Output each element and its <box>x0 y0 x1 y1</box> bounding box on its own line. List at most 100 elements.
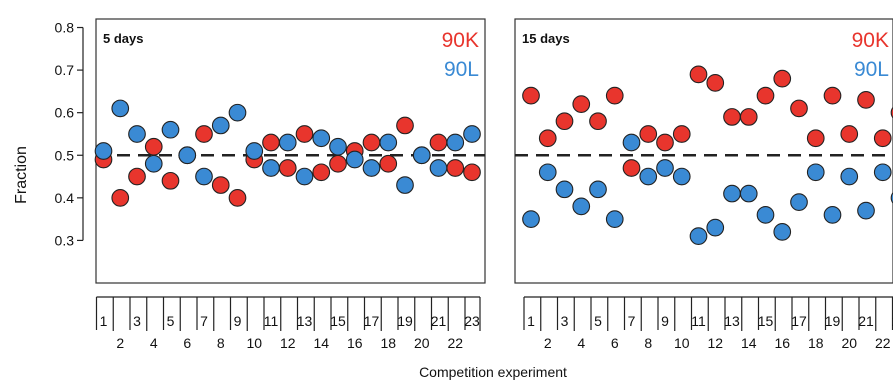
point-90l-15-days-14 <box>739 184 758 203</box>
legend-90l: 90L <box>854 58 889 81</box>
point-90k-5-days-19 <box>396 116 414 135</box>
x-tick-label-5-days: 2 <box>116 335 124 351</box>
x-tick-label-15-days: 1 <box>527 313 535 329</box>
point-90l-5-days-3 <box>128 125 146 143</box>
x-tick-label-15-days: 16 <box>774 335 790 351</box>
point-90l-5-days-18 <box>379 133 398 152</box>
x-tick-label-15-days: 5 <box>594 313 602 329</box>
x-tick-label-5-days: 4 <box>150 335 158 351</box>
point-90l-15-days-17 <box>790 193 808 211</box>
point-90k-15-days-13 <box>723 108 741 126</box>
legend-90l: 90L <box>444 58 479 81</box>
point-90k-15-days-5 <box>589 112 607 131</box>
point-90k-5-days-23 <box>463 163 481 182</box>
point-90l-5-days-19 <box>396 176 414 194</box>
point-90l-5-days-23 <box>463 125 481 143</box>
x-tick-label-5-days: 14 <box>313 335 329 351</box>
x-tick-label-5-days: 3 <box>133 313 141 329</box>
x-tick-label-15-days: 11 <box>691 313 706 329</box>
x-tick-label-15-days: 19 <box>825 313 841 329</box>
x-tick-label-5-days: 19 <box>397 313 413 329</box>
point-90l-15-days-6 <box>605 210 624 228</box>
point-90l-15-days-15 <box>756 206 775 224</box>
x-tick-label-5-days: 6 <box>183 335 191 351</box>
point-90k-5-days-3 <box>128 167 146 186</box>
point-90l-15-days-3 <box>555 180 574 199</box>
point-90k-5-days-17 <box>362 133 381 152</box>
point-90l-15-days-18 <box>806 163 825 182</box>
y-tick-label: 0.8 <box>55 20 75 36</box>
point-90k-15-days-2 <box>538 129 557 148</box>
point-90k-5-days-11 <box>262 133 280 152</box>
point-90l-5-days-21 <box>429 159 448 177</box>
x-tick-label-5-days: 17 <box>364 313 380 329</box>
point-90k-15-days-22 <box>873 129 892 148</box>
x-tick-label-5-days: 21 <box>431 313 447 329</box>
point-90k-15-days-1 <box>522 86 540 105</box>
x-tick-label-5-days: 20 <box>414 335 430 351</box>
point-90l-15-days-11 <box>689 227 708 246</box>
point-90l-5-days-2 <box>111 99 130 118</box>
x-tick-label-15-days: 10 <box>674 335 690 351</box>
point-90k-5-days-18 <box>379 154 398 173</box>
legend-90k: 90K <box>442 29 479 52</box>
x-tick-label-15-days: 21 <box>858 313 874 329</box>
point-90l-5-days-10 <box>245 142 264 160</box>
point-90l-5-days-22 <box>446 133 465 152</box>
point-90l-5-days-15 <box>329 137 347 156</box>
x-tick-label-5-days: 18 <box>380 335 396 351</box>
point-90l-5-days-16 <box>345 150 364 169</box>
x-tick-label-15-days: 14 <box>741 335 757 351</box>
point-90k-15-days-18 <box>806 129 825 148</box>
point-90k-5-days-5 <box>161 171 180 190</box>
point-90k-5-days-14 <box>312 163 331 182</box>
x-tick-label-15-days: 6 <box>611 335 619 351</box>
point-90k-5-days-2 <box>111 188 130 207</box>
point-90l-15-days-16 <box>773 223 792 241</box>
point-90k-15-days-20 <box>840 125 859 143</box>
point-90l-15-days-19 <box>823 206 842 224</box>
x-tick-label-15-days: 18 <box>808 335 824 351</box>
point-90k-15-days-19 <box>823 86 842 105</box>
x-tick-label-15-days: 22 <box>875 335 891 351</box>
point-90k-5-days-22 <box>446 159 465 177</box>
point-90l-15-days-22 <box>873 163 892 182</box>
x-tick-label-5-days: 7 <box>200 313 208 329</box>
x-tick-label-15-days: 15 <box>758 313 774 329</box>
point-90l-5-days-12 <box>278 133 297 152</box>
x-tick-label-5-days: 16 <box>347 335 363 351</box>
x-tick-label-15-days: 2 <box>544 335 552 351</box>
point-90l-15-days-12 <box>706 218 725 237</box>
x-tick-label-5-days: 15 <box>330 313 346 329</box>
point-90l-5-days-4 <box>144 154 163 173</box>
point-90k-15-days-11 <box>689 65 708 84</box>
y-tick-label: 0.4 <box>55 190 75 206</box>
point-90l-15-days-2 <box>538 163 557 182</box>
point-90k-15-days-12 <box>706 74 725 92</box>
x-tick-label-5-days: 12 <box>280 335 296 351</box>
point-90k-5-days-15 <box>329 154 347 173</box>
point-90l-5-days-5 <box>161 120 180 139</box>
x-axis-label: Competition experiment <box>419 364 567 380</box>
point-90k-5-days-8 <box>211 176 230 194</box>
point-90k-15-days-9 <box>656 133 674 152</box>
point-90k-5-days-9 <box>228 188 247 207</box>
point-90l-5-days-7 <box>195 167 213 186</box>
x-tick-label-15-days: 9 <box>661 313 669 329</box>
point-90l-15-days-20 <box>840 167 859 186</box>
point-90l-15-days-1 <box>522 210 540 228</box>
x-tick-label-15-days: 4 <box>577 335 585 351</box>
point-90l-5-days-8 <box>211 116 230 135</box>
point-90l-5-days-6 <box>178 146 197 165</box>
point-90k-15-days-14 <box>739 108 758 126</box>
point-90l-15-days-9 <box>656 159 674 177</box>
point-90k-15-days-15 <box>756 86 775 105</box>
x-tick-label-5-days: 1 <box>100 313 108 329</box>
point-90k-15-days-17 <box>790 99 808 118</box>
point-90l-15-days-8 <box>639 167 658 186</box>
point-90l-15-days-10 <box>672 167 691 186</box>
point-90l-5-days-17 <box>362 159 381 177</box>
x-tick-label-15-days: 23 <box>892 313 893 329</box>
